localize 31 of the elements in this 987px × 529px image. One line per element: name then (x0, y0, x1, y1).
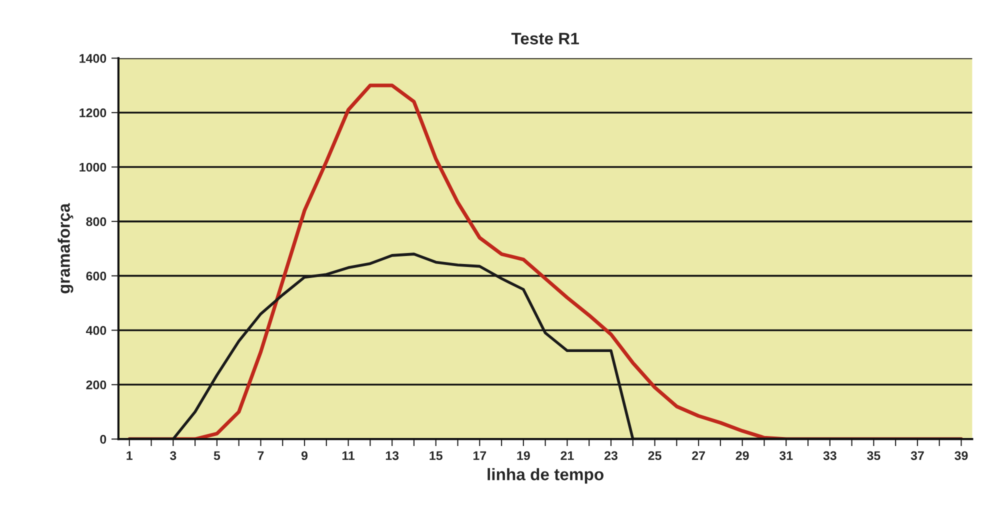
y-tick-label: 600 (86, 272, 106, 280)
x-tick-label: 19 (517, 451, 530, 460)
x-tick-label: 15 (430, 451, 442, 460)
x-tick-label: 13 (386, 451, 399, 460)
x-tick-label: 31 (779, 451, 793, 460)
x-tick-label: 33 (823, 451, 836, 460)
y-tick-label: 0 (100, 434, 106, 444)
y-tick-label: 1200 (80, 108, 106, 118)
y-tick-label: 200 (86, 380, 106, 390)
x-tick-label: 39 (954, 451, 968, 460)
y-tick-label: 800 (86, 217, 106, 226)
x-tick-label: 21 (560, 451, 574, 460)
x-tick-label: 27 (692, 451, 705, 460)
x-tick-label: 17 (473, 451, 486, 460)
y-tick-label: 1400 (80, 54, 106, 63)
x-tick-label: 29 (736, 451, 749, 460)
x-tick-label: 11 (342, 451, 355, 460)
y-tick-label: 1000 (80, 162, 106, 172)
x-tick-label: 7 (258, 451, 264, 460)
y-tick-label: 400 (86, 326, 106, 335)
x-tick-label: 3 (170, 451, 176, 460)
x-tick-label: 37 (910, 451, 924, 460)
x-tick-label: 5 (214, 451, 220, 460)
chart-title: Teste R1 (511, 32, 579, 44)
x-tick-label: 23 (604, 451, 618, 460)
x-tick-label: 25 (648, 451, 662, 460)
y-axis-title: gramaforça (58, 203, 74, 294)
x-tick-label: 1 (126, 451, 133, 460)
x-tick-label: 35 (867, 451, 880, 460)
x-axis-title: linha de tempo (488, 468, 604, 484)
x-tick-label: 9 (301, 451, 308, 460)
